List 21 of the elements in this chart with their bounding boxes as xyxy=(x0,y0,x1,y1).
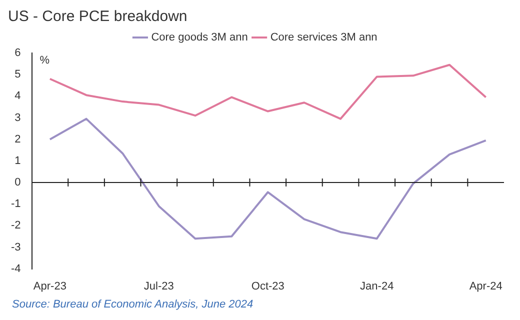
x-tick-label: Oct-23 xyxy=(251,280,284,292)
y-tick-label: -4 xyxy=(11,262,21,275)
y-tick-label: -3 xyxy=(11,241,21,254)
y-tick-label: 6 xyxy=(14,47,21,60)
source-note: Source: Bureau of Economic Analysis, June 2024 xyxy=(12,298,254,311)
y-tick-label: -2 xyxy=(11,220,21,232)
legend-label: Core services 3M ann xyxy=(270,32,378,44)
y-tick-label: 0 xyxy=(14,176,21,189)
y-tick-label: 1 xyxy=(14,154,21,167)
y-tick-label: -1 xyxy=(11,198,21,210)
chart-title: US - Core PCE breakdown xyxy=(8,8,188,26)
y-axis-title: % xyxy=(40,54,50,67)
legend-label: Core goods 3M ann xyxy=(151,32,248,44)
x-tick-label: Apr-23 xyxy=(33,280,66,292)
x-tick-label: Jul-23 xyxy=(144,280,174,292)
y-tick-label: 2 xyxy=(14,133,21,146)
x-tick-label: Apr-24 xyxy=(469,280,502,292)
y-tick-label: 5 xyxy=(14,68,21,81)
y-tick-label: 4 xyxy=(14,90,21,102)
x-tick-label: Jan-24 xyxy=(360,280,394,292)
y-tick-label: 3 xyxy=(14,112,21,124)
